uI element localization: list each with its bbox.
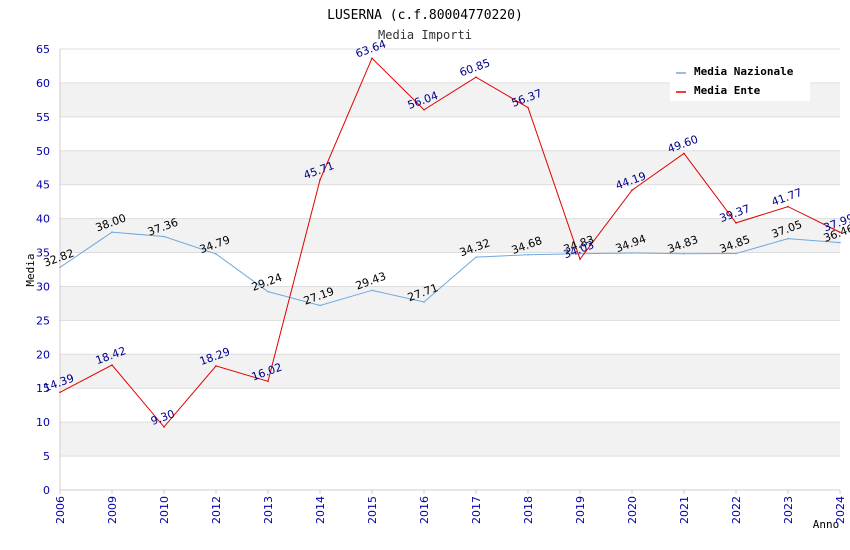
- x-tick-label: 2021: [678, 496, 691, 524]
- data-point: [59, 266, 61, 269]
- data-point: [839, 241, 841, 244]
- chart-subtitle: Media Importi: [378, 28, 472, 42]
- y-tick-label: 45: [36, 179, 50, 192]
- data-point: [423, 301, 425, 303]
- data-point: [527, 253, 529, 256]
- data-point: [683, 152, 685, 155]
- grid-band: [60, 116, 840, 151]
- series-lines: [59, 57, 841, 428]
- y-tick-label: 25: [36, 314, 50, 327]
- x-tick-label: 2013: [262, 496, 275, 524]
- x-tick-label: 2015: [366, 496, 379, 524]
- y-tick-label: 50: [36, 145, 50, 158]
- grid-band: [60, 320, 840, 355]
- grid-bands: [60, 49, 840, 490]
- data-point: [267, 290, 269, 293]
- grid-band: [60, 184, 840, 219]
- data-point: [735, 252, 737, 255]
- y-tick-label: 20: [36, 348, 50, 361]
- data-point: [163, 235, 165, 238]
- x-tick-label: 2018: [522, 496, 535, 524]
- x-tick-label: 2022: [730, 496, 743, 524]
- data-point: [631, 252, 633, 254]
- data-point: [215, 253, 217, 255]
- x-tick-label: 2020: [626, 496, 639, 524]
- legend: Media Nazionale Media Ente: [670, 63, 810, 101]
- grid-band: [60, 456, 840, 490]
- series-line-ente: [59, 57, 841, 428]
- x-tick-label: 2014: [314, 496, 327, 524]
- data-point: [839, 231, 841, 234]
- y-tick-label: 40: [36, 213, 50, 226]
- y-tick-label: 65: [36, 43, 50, 56]
- x-tick-label: 2017: [470, 496, 483, 524]
- data-point: [215, 365, 217, 367]
- x-tick-label: 2006: [54, 496, 67, 524]
- data-point: [423, 108, 425, 111]
- grid-band: [60, 286, 840, 321]
- x-tick-label: 2019: [574, 496, 587, 524]
- data-point: [319, 304, 321, 307]
- legend-label-ente: Media Ente: [694, 84, 761, 97]
- y-tick-label: 0: [43, 484, 50, 497]
- x-axis-label: Anno: [813, 518, 840, 531]
- data-point: [527, 106, 529, 109]
- y-tick-label: 55: [36, 111, 50, 124]
- y-tick-label: 10: [36, 416, 50, 429]
- y-tick-label: 5: [43, 450, 50, 463]
- data-point: [111, 364, 113, 366]
- data-point: [59, 391, 61, 394]
- data-point: [631, 189, 633, 191]
- y-tick-labels: 0 5 10 15 20 25 30 35 40 45 50 55 60 65: [36, 43, 50, 497]
- data-point: [735, 222, 737, 224]
- data-point: [267, 380, 269, 383]
- series-line-nazionale: [59, 231, 841, 307]
- grid-band: [60, 150, 840, 185]
- data-point: [371, 289, 373, 292]
- data-point: [319, 179, 321, 181]
- grid-band: [60, 388, 840, 423]
- y-tick-label: 60: [36, 77, 50, 90]
- x-tick-label: 2024: [834, 496, 847, 524]
- grid-band: [60, 218, 840, 253]
- data-point: [163, 426, 165, 428]
- data-point: [787, 205, 789, 208]
- data-point: [111, 231, 113, 233]
- y-tick-label: 30: [36, 280, 50, 293]
- data-point: [683, 252, 685, 255]
- grid-band: [60, 354, 840, 389]
- data-point: [579, 258, 581, 260]
- axes: [59, 49, 841, 494]
- y-tick-label: 35: [36, 247, 50, 260]
- x-tick-label: 2012: [210, 496, 223, 524]
- x-tick-label: 2023: [782, 496, 795, 524]
- data-point: [371, 57, 373, 60]
- x-tick-label: 2009: [106, 496, 119, 524]
- y-tick-label: 15: [36, 382, 50, 395]
- data-point: [475, 256, 477, 258]
- legend-label-nazionale: Media Nazionale: [694, 65, 794, 78]
- legend-box: [670, 63, 810, 101]
- x-tick-label: 2010: [158, 496, 171, 524]
- y-axis-label: Media: [24, 253, 37, 286]
- data-point: [475, 76, 477, 78]
- data-point: [579, 252, 581, 255]
- chart-title: LUSERNA (c.f.80004770220): [327, 8, 523, 23]
- data-point: [787, 237, 789, 240]
- grid-band: [60, 252, 840, 287]
- x-tick-label: 2016: [418, 496, 431, 524]
- x-tick-labels: 2006 2009 2010 2012 2013 2014 2015 2016 2017 2018…: [54, 496, 847, 524]
- grid-band: [60, 422, 840, 457]
